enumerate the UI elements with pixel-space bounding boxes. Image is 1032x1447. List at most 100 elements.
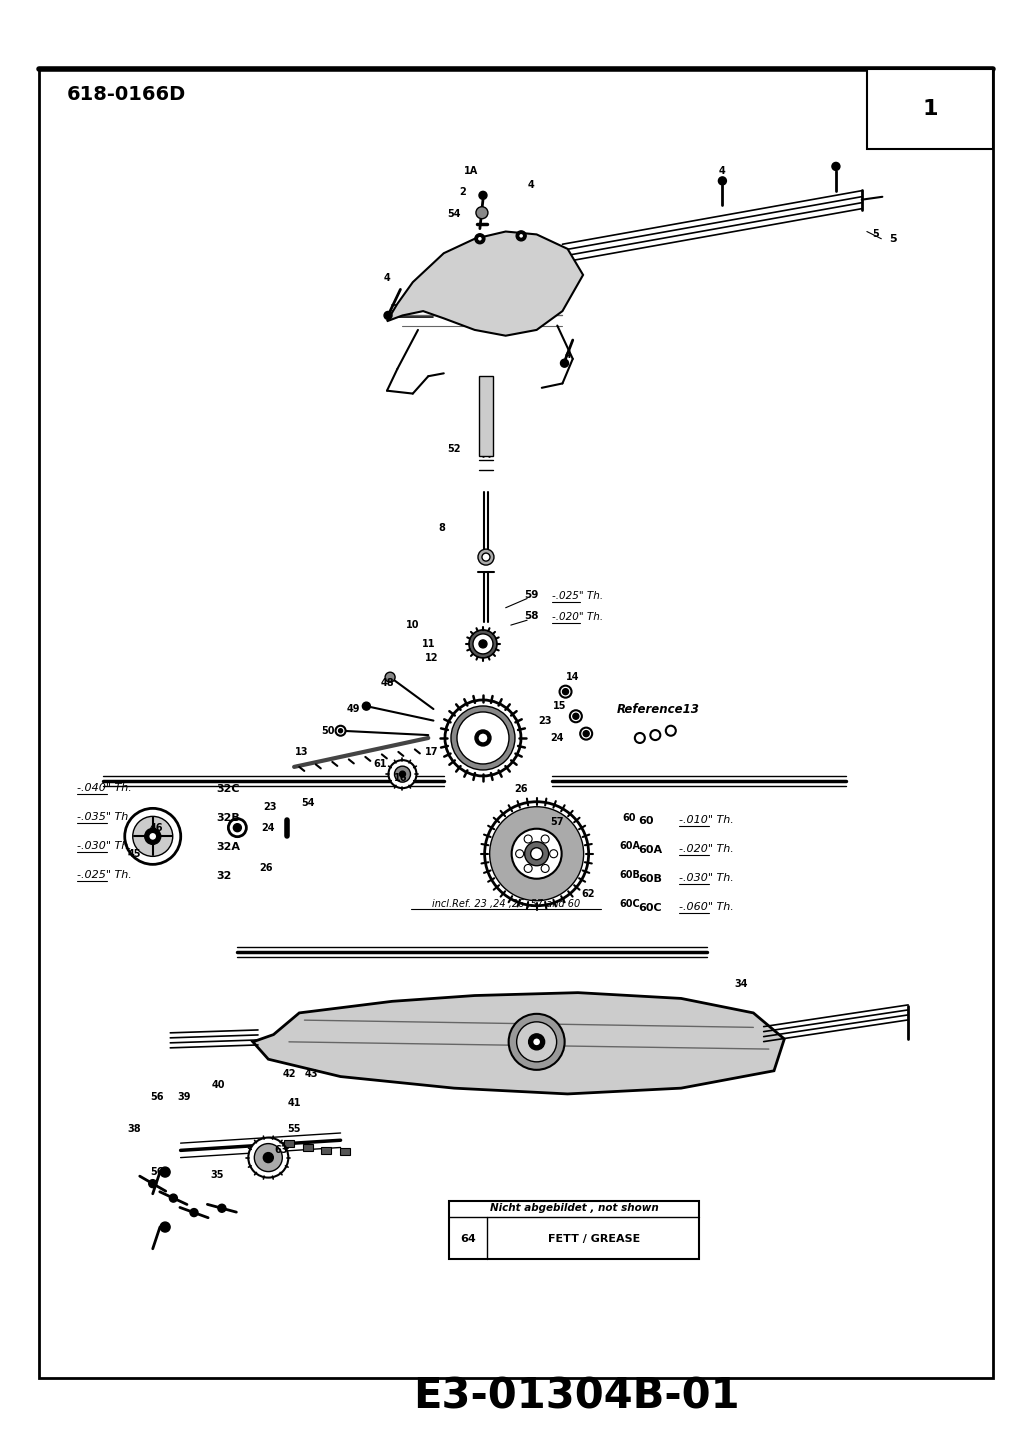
Circle shape <box>517 1022 556 1062</box>
Circle shape <box>528 1033 545 1051</box>
Circle shape <box>580 728 592 739</box>
Text: -.010" Th.: -.010" Th. <box>679 815 734 825</box>
Text: 38: 38 <box>127 1124 141 1133</box>
Text: 60B: 60B <box>638 874 662 884</box>
Text: 16: 16 <box>393 774 408 783</box>
Text: 50: 50 <box>321 726 335 735</box>
Circle shape <box>479 191 487 200</box>
Text: 5: 5 <box>890 234 897 243</box>
Text: 45: 45 <box>127 849 141 858</box>
Circle shape <box>388 760 417 789</box>
Text: 49: 49 <box>346 705 360 713</box>
Bar <box>321 1147 331 1153</box>
Circle shape <box>650 731 660 739</box>
Polygon shape <box>387 232 583 336</box>
Bar <box>340 1149 350 1155</box>
Text: 60: 60 <box>622 813 637 822</box>
Text: 5: 5 <box>872 230 878 239</box>
Text: 60B: 60B <box>619 871 640 880</box>
Circle shape <box>718 177 727 185</box>
Text: 52: 52 <box>447 444 461 453</box>
Circle shape <box>149 832 157 841</box>
Circle shape <box>832 162 840 171</box>
Circle shape <box>560 359 569 368</box>
Text: 4: 4 <box>565 350 571 359</box>
Text: 56: 56 <box>150 1168 164 1176</box>
Text: 32A: 32A <box>217 842 240 852</box>
Bar <box>302 1145 313 1150</box>
Text: 62: 62 <box>581 890 595 899</box>
Circle shape <box>533 1037 541 1046</box>
Circle shape <box>635 734 645 742</box>
Text: 4: 4 <box>528 181 535 190</box>
Circle shape <box>169 1194 178 1202</box>
Text: 60A: 60A <box>619 842 640 851</box>
Circle shape <box>516 849 523 858</box>
Circle shape <box>144 828 161 845</box>
Bar <box>284 1140 294 1146</box>
Circle shape <box>254 1143 283 1172</box>
Circle shape <box>473 634 493 654</box>
Text: -.030" Th.: -.030" Th. <box>77 841 132 851</box>
Text: 46: 46 <box>150 823 164 832</box>
Circle shape <box>550 849 557 858</box>
Circle shape <box>385 673 395 682</box>
Circle shape <box>570 710 582 722</box>
Text: 58: 58 <box>524 611 539 621</box>
Text: 56: 56 <box>150 1092 164 1101</box>
Text: 15: 15 <box>552 702 567 710</box>
Circle shape <box>125 809 181 864</box>
Text: incl.Ref. 23 ,24 ,26 ,57 and 60: incl.Ref. 23 ,24 ,26 ,57 and 60 <box>431 900 580 909</box>
Circle shape <box>149 1179 157 1188</box>
Circle shape <box>541 835 549 844</box>
Circle shape <box>445 700 521 776</box>
Circle shape <box>541 864 549 873</box>
Text: Nicht abgebildet , not shown: Nicht abgebildet , not shown <box>489 1202 658 1213</box>
Circle shape <box>573 713 579 719</box>
Circle shape <box>524 864 533 873</box>
Text: 10: 10 <box>406 621 420 629</box>
Bar <box>479 376 493 456</box>
Text: 1: 1 <box>922 100 938 119</box>
Text: 12: 12 <box>424 654 439 663</box>
Bar <box>867 69 993 149</box>
Circle shape <box>160 1223 170 1231</box>
Circle shape <box>530 848 543 860</box>
Text: -.025" Th.: -.025" Th. <box>552 590 604 601</box>
Text: 39: 39 <box>176 1092 191 1101</box>
Text: 24: 24 <box>261 823 276 832</box>
Circle shape <box>524 835 533 844</box>
Circle shape <box>399 771 406 777</box>
Text: 60C: 60C <box>619 900 640 909</box>
Text: Reference13: Reference13 <box>617 703 700 715</box>
Bar <box>449 1201 699 1259</box>
Circle shape <box>509 1014 565 1069</box>
Text: 61: 61 <box>373 760 387 768</box>
Circle shape <box>190 1208 198 1217</box>
Circle shape <box>489 807 584 900</box>
Text: 32: 32 <box>217 871 232 881</box>
Circle shape <box>362 702 370 710</box>
Text: -.040" Th.: -.040" Th. <box>77 783 132 793</box>
Circle shape <box>451 706 515 770</box>
Circle shape <box>228 819 247 836</box>
Text: 32B: 32B <box>217 813 240 823</box>
Circle shape <box>457 712 509 764</box>
Circle shape <box>482 553 490 561</box>
Circle shape <box>479 640 487 648</box>
Text: 13: 13 <box>294 748 309 757</box>
Circle shape <box>218 1204 226 1213</box>
Text: 26: 26 <box>259 864 273 873</box>
Circle shape <box>133 816 172 857</box>
Circle shape <box>160 1168 170 1176</box>
Circle shape <box>338 729 343 732</box>
Text: 32C: 32C <box>217 784 240 794</box>
Text: 63: 63 <box>273 1146 288 1155</box>
Text: -.030" Th.: -.030" Th. <box>679 873 734 883</box>
Text: 4: 4 <box>384 273 390 282</box>
Circle shape <box>524 842 549 865</box>
Circle shape <box>485 802 588 906</box>
Text: 60A: 60A <box>638 845 662 855</box>
Text: 26: 26 <box>514 784 528 793</box>
Text: 1A: 1A <box>463 166 478 175</box>
